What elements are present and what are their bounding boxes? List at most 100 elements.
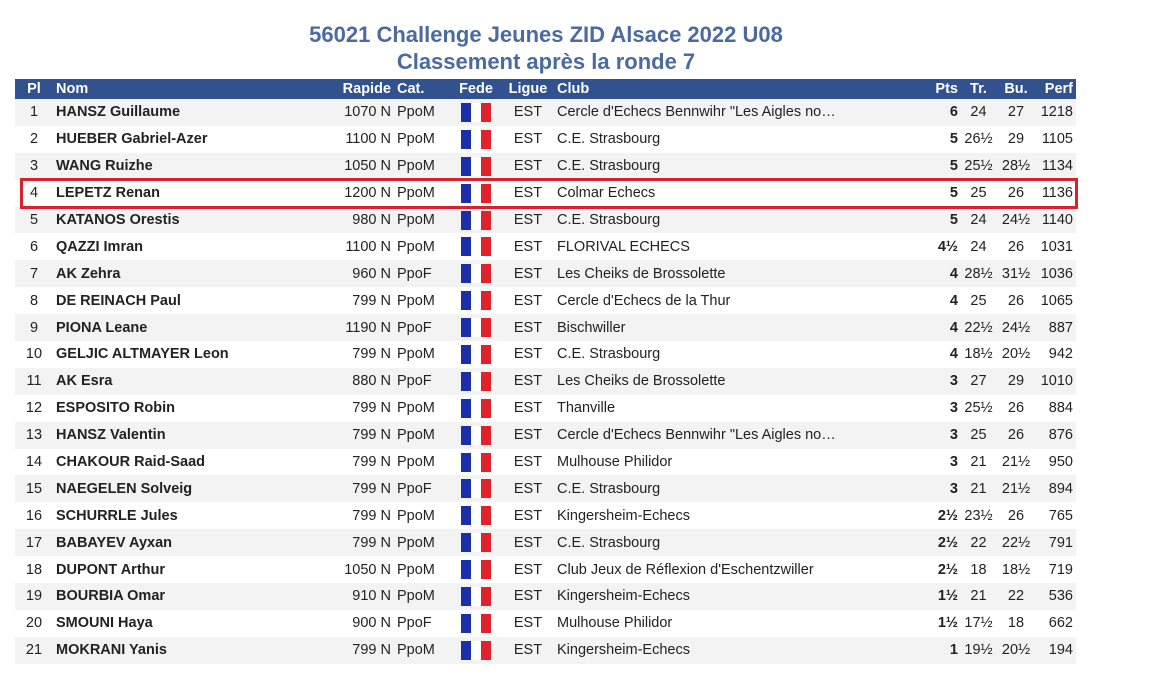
tiebreak-tr-cell: 28½ (961, 260, 996, 288)
table-row[interactable]: 21 MOKRANI Yanis 799 N PpoM EST Kingersheim-E… (15, 636, 1076, 664)
header-ligue[interactable]: Ligue (502, 79, 554, 99)
table-row[interactable]: 3 WANG Ruizhe 1050 N PpoM EST C.E. Strasbourg… (15, 152, 1076, 180)
player-name[interactable]: WANG Ruizhe (53, 152, 294, 180)
header-perf[interactable]: Perf (1036, 79, 1076, 99)
player-name[interactable]: LEPETZ Renan (53, 179, 294, 207)
tiebreak-bu-cell: 21½ (996, 448, 1036, 476)
rank-cell: 17 (15, 529, 53, 557)
club-cell[interactable]: Mulhouse Philidor (554, 448, 924, 476)
tiebreak-bu-cell: 18½ (996, 556, 1036, 584)
club-cell[interactable]: Kingersheim-Echecs (554, 502, 924, 530)
table-row[interactable]: 18 DUPONT Arthur 1050 N PpoM EST Club Jeux de… (15, 556, 1076, 584)
table-row[interactable]: 14 CHAKOUR Raid-Saad 799 N PpoM EST Mulhouse … (15, 448, 1076, 476)
table-row[interactable]: 13 HANSZ Valentin 799 N PpoM EST Cercle d'Ech… (15, 421, 1076, 449)
club-cell[interactable]: Kingersheim-Echecs (554, 636, 924, 664)
federation-cell (450, 152, 502, 180)
performance-cell: 194 (1036, 636, 1076, 664)
player-name[interactable]: DUPONT Arthur (53, 556, 294, 584)
table-row[interactable]: 15 NAEGELEN Solveig 799 N PpoF EST C.E. Stras… (15, 475, 1076, 503)
federation-cell (450, 609, 502, 637)
points-cell: 5 (924, 179, 961, 207)
header-cat[interactable]: Cat. (394, 79, 450, 99)
player-name[interactable]: HANSZ Guillaume (53, 99, 294, 126)
performance-cell: 950 (1036, 448, 1076, 476)
player-name[interactable]: QAZZI Imran (53, 233, 294, 261)
table-row[interactable]: 9 PIONA Leane 1190 N PpoF EST Bischwiller 4 22½… (15, 314, 1076, 342)
tiebreak-tr-cell: 22 (961, 529, 996, 557)
header-fede[interactable]: Fede (450, 79, 502, 99)
header-pl[interactable]: Pl (15, 79, 53, 99)
club-cell[interactable]: C.E. Strasbourg (554, 152, 924, 180)
player-name[interactable]: ESPOSITO Robin (53, 394, 294, 422)
tiebreak-tr-cell: 24 (961, 233, 996, 261)
rank-cell: 10 (15, 341, 53, 368)
club-cell[interactable]: FLORIVAL ECHECS (554, 233, 924, 261)
tiebreak-tr-cell: 19½ (961, 636, 996, 664)
player-name[interactable]: AK Esra (53, 367, 294, 395)
player-name[interactable]: AK Zehra (53, 260, 294, 288)
player-name[interactable]: GELJIC ALTMAYER Leon (53, 341, 294, 368)
player-name[interactable]: CHAKOUR Raid-Saad (53, 448, 294, 476)
points-cell: 3 (924, 421, 961, 449)
player-name[interactable]: SMOUNI Haya (53, 609, 294, 637)
player-name[interactable]: MOKRANI Yanis (53, 636, 294, 664)
player-name[interactable]: PIONA Leane (53, 314, 294, 342)
player-name[interactable]: NAEGELEN Solveig (53, 475, 294, 503)
points-cell: 6 (924, 99, 961, 126)
player-name[interactable]: BABAYEV Ayxan (53, 529, 294, 557)
player-name[interactable]: HANSZ Valentin (53, 421, 294, 449)
tiebreak-bu-cell: 27 (996, 99, 1036, 126)
player-name[interactable]: HUEBER Gabriel-Azer (53, 125, 294, 153)
club-cell[interactable]: Thanville (554, 394, 924, 422)
table-row[interactable]: 7 AK Zehra 960 N PpoF EST Les Cheiks de Bross… (15, 260, 1076, 288)
club-cell[interactable]: Cercle d'Echecs de la Thur (554, 287, 924, 315)
club-cell[interactable]: C.E. Strasbourg (554, 475, 924, 503)
header-bu[interactable]: Bu. (996, 79, 1036, 99)
rank-cell: 15 (15, 475, 53, 503)
table-row[interactable]: 8 DE REINACH Paul 799 N PpoM EST Cercle d'Ech… (15, 287, 1076, 315)
club-cell[interactable]: Kingersheim-Echecs (554, 583, 924, 610)
player-name[interactable]: KATANOS Orestis (53, 206, 294, 234)
club-cell[interactable]: Bischwiller (554, 314, 924, 342)
player-name[interactable]: BOURBIA Omar (53, 583, 294, 610)
header-pts[interactable]: Pts (924, 79, 961, 99)
table-row[interactable]: 2 HUEBER Gabriel-Azer 1100 N PpoM EST C.E. St… (15, 125, 1076, 153)
table-row[interactable]: 4 LEPETZ Renan 1200 N PpoM EST Colmar Echecs 5… (15, 179, 1076, 207)
table-row[interactable]: 17 BABAYEV Ayxan 799 N PpoM EST C.E. Strasbou… (15, 529, 1076, 557)
header-tr[interactable]: Tr. (961, 79, 996, 99)
club-cell[interactable]: Cercle d'Echecs Bennwihr "Les Aigles no… (554, 99, 924, 126)
club-cell[interactable]: Mulhouse Philidor (554, 609, 924, 637)
table-row[interactable]: 11 AK Esra 880 N PpoF EST Les Cheiks de Bross… (15, 367, 1076, 395)
table-row[interactable]: 5 KATANOS Orestis 980 N PpoM EST C.E. Strasbo… (15, 206, 1076, 234)
rank-cell: 3 (15, 152, 53, 180)
club-cell[interactable]: C.E. Strasbourg (554, 529, 924, 557)
france-flag-icon (461, 344, 491, 364)
player-name[interactable]: SCHURRLE Jules (53, 502, 294, 530)
rating-cell: 900 N (294, 609, 394, 637)
club-cell[interactable]: Colmar Echecs (554, 179, 924, 207)
club-cell[interactable]: C.E. Strasbourg (554, 206, 924, 234)
table-row[interactable]: 19 BOURBIA Omar 910 N PpoM EST Kingersheim-Ec… (15, 583, 1076, 610)
federation-cell (450, 556, 502, 584)
table-row[interactable]: 1 HANSZ Guillaume 1070 N PpoM EST Cercle d'Ec… (15, 99, 1076, 126)
club-cell[interactable]: C.E. Strasbourg (554, 341, 924, 368)
rating-cell: 1100 N (294, 125, 394, 153)
table-row[interactable]: 20 SMOUNI Haya 900 N PpoF EST Mulhouse Philid… (15, 609, 1076, 637)
table-row[interactable]: 12 ESPOSITO Robin 799 N PpoM EST Thanville 3 25… (15, 394, 1076, 422)
table-row[interactable]: 10 GELJIC ALTMAYER Leon 799 N PpoM EST C.E. S… (15, 341, 1076, 368)
club-cell[interactable]: Cercle d'Echecs Bennwihr "Les Aigles no… (554, 421, 924, 449)
table-row[interactable]: 16 SCHURRLE Jules 799 N PpoM EST Kingersheim-… (15, 502, 1076, 530)
club-cell[interactable]: C.E. Strasbourg (554, 125, 924, 153)
club-cell[interactable]: Les Cheiks de Brossolette (554, 367, 924, 395)
header-nom[interactable]: Nom (53, 79, 294, 99)
header-rapide[interactable]: Rapide (294, 79, 394, 99)
rank-cell: 7 (15, 260, 53, 288)
page-subtitle: Classement après la ronde 7 (396, 49, 696, 74)
header-club[interactable]: Club (554, 79, 924, 99)
player-name[interactable]: DE REINACH Paul (53, 287, 294, 315)
category-cell: PpoM (394, 99, 450, 126)
table-row[interactable]: 6 QAZZI Imran 1100 N PpoM EST FLORIVAL ECHECS… (15, 233, 1076, 261)
club-cell[interactable]: Les Cheiks de Brossolette (554, 260, 924, 288)
tiebreak-tr-cell: 21 (961, 448, 996, 476)
club-cell[interactable]: Club Jeux de Réflexion d'Eschentzwiller (554, 556, 924, 584)
